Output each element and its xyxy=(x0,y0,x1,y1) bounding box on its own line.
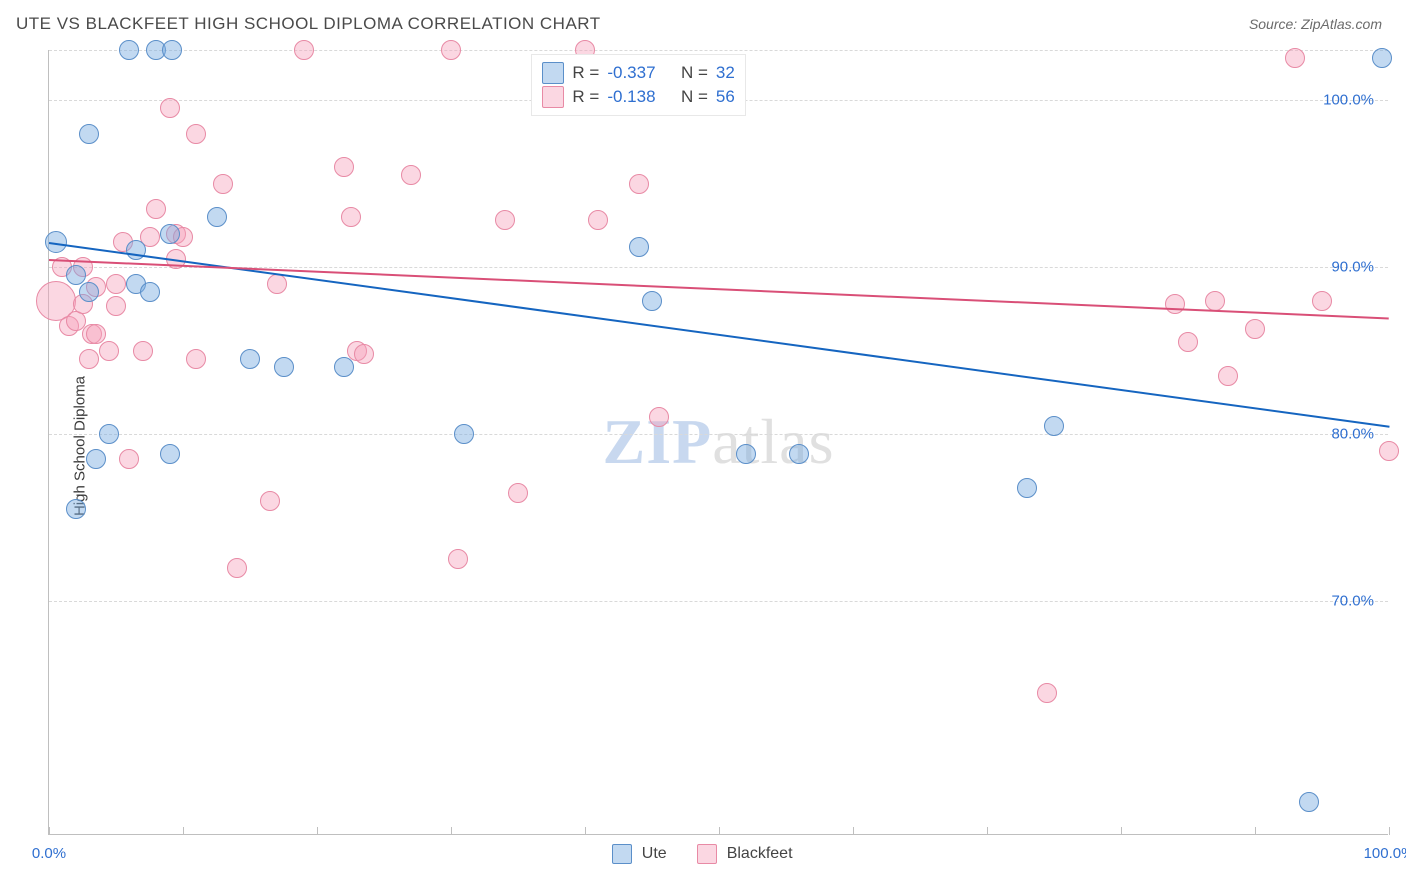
x-tick xyxy=(1389,827,1390,835)
legend-swatch xyxy=(697,844,717,864)
data-point xyxy=(99,341,119,361)
data-point xyxy=(642,291,662,311)
legend-swatch xyxy=(542,62,564,84)
chart-title: UTE VS BLACKFEET HIGH SCHOOL DIPLOMA COR… xyxy=(16,14,601,34)
x-tick xyxy=(987,827,988,835)
legend-label: Ute xyxy=(642,845,667,863)
data-point xyxy=(1245,319,1265,339)
data-point xyxy=(186,124,206,144)
data-point xyxy=(260,491,280,511)
y-tick-label: 70.0% xyxy=(1331,593,1374,610)
data-point xyxy=(106,274,126,294)
data-point xyxy=(441,40,461,60)
data-point xyxy=(1017,478,1037,498)
x-tick xyxy=(853,827,854,835)
data-point xyxy=(79,282,99,302)
data-point xyxy=(1037,683,1057,703)
data-point xyxy=(629,237,649,257)
data-point xyxy=(508,483,528,503)
x-tick xyxy=(49,827,50,835)
data-point xyxy=(1312,291,1332,311)
data-point xyxy=(334,357,354,377)
data-point xyxy=(106,296,126,316)
data-point xyxy=(1205,291,1225,311)
data-point xyxy=(649,407,669,427)
x-tick xyxy=(1121,827,1122,835)
data-point xyxy=(227,558,247,578)
data-point xyxy=(207,207,227,227)
data-point xyxy=(267,274,287,294)
data-point xyxy=(588,210,608,230)
legend-correlation: R =-0.337 N =32R =-0.138 N =56 xyxy=(531,54,745,116)
data-point xyxy=(160,224,180,244)
data-point xyxy=(119,40,139,60)
watermark: ZIPatlas xyxy=(603,405,835,479)
data-point xyxy=(140,282,160,302)
data-point xyxy=(294,40,314,60)
data-point xyxy=(1044,416,1064,436)
grid-line xyxy=(49,601,1388,602)
legend-row: R =-0.138 N =56 xyxy=(542,85,734,109)
data-point xyxy=(495,210,515,230)
data-point xyxy=(86,449,106,469)
x-tick xyxy=(183,827,184,835)
y-tick-label: 80.0% xyxy=(1331,426,1374,443)
legend-series: Ute Blackfeet xyxy=(612,844,813,864)
data-point xyxy=(274,357,294,377)
data-point xyxy=(1379,441,1399,461)
data-point xyxy=(213,174,233,194)
data-point xyxy=(1299,792,1319,812)
data-point xyxy=(354,344,374,364)
plot-area: ZIPatlas 70.0%80.0%90.0%100.0%0.0%100.0%… xyxy=(48,50,1388,835)
source-label: Source: ZipAtlas.com xyxy=(1249,16,1382,32)
data-point xyxy=(1218,366,1238,386)
data-point xyxy=(119,449,139,469)
watermark-part2: atlas xyxy=(712,406,834,477)
data-point xyxy=(66,265,86,285)
y-tick-label: 100.0% xyxy=(1323,92,1374,109)
data-point xyxy=(126,240,146,260)
data-point xyxy=(789,444,809,464)
x-tick xyxy=(719,827,720,835)
data-point xyxy=(160,444,180,464)
data-point xyxy=(160,98,180,118)
data-point xyxy=(86,324,106,344)
data-point xyxy=(146,199,166,219)
x-tick-label: 100.0% xyxy=(1364,845,1406,862)
grid-line xyxy=(49,434,1388,435)
data-point xyxy=(629,174,649,194)
x-tick xyxy=(1255,827,1256,835)
grid-line xyxy=(49,50,1388,51)
legend-row: R =-0.337 N =32 xyxy=(542,61,734,85)
data-point xyxy=(66,499,86,519)
legend-swatch xyxy=(612,844,632,864)
x-tick xyxy=(585,827,586,835)
y-tick-label: 90.0% xyxy=(1331,259,1374,276)
data-point xyxy=(1165,294,1185,314)
chart-container: UTE VS BLACKFEET HIGH SCHOOL DIPLOMA COR… xyxy=(0,0,1406,892)
x-tick xyxy=(317,827,318,835)
legend-swatch xyxy=(542,86,564,108)
data-point xyxy=(454,424,474,444)
data-point xyxy=(1372,48,1392,68)
data-point xyxy=(448,549,468,569)
legend-label: Blackfeet xyxy=(727,845,793,863)
x-tick-label: 0.0% xyxy=(32,845,66,862)
data-point xyxy=(401,165,421,185)
data-point xyxy=(79,124,99,144)
data-point xyxy=(341,207,361,227)
data-point xyxy=(1285,48,1305,68)
data-point xyxy=(334,157,354,177)
data-point xyxy=(1178,332,1198,352)
data-point xyxy=(79,349,99,369)
data-point xyxy=(240,349,260,369)
x-tick xyxy=(451,827,452,835)
data-point xyxy=(736,444,756,464)
data-point xyxy=(99,424,119,444)
data-point xyxy=(162,40,182,60)
data-point xyxy=(133,341,153,361)
data-point xyxy=(186,349,206,369)
